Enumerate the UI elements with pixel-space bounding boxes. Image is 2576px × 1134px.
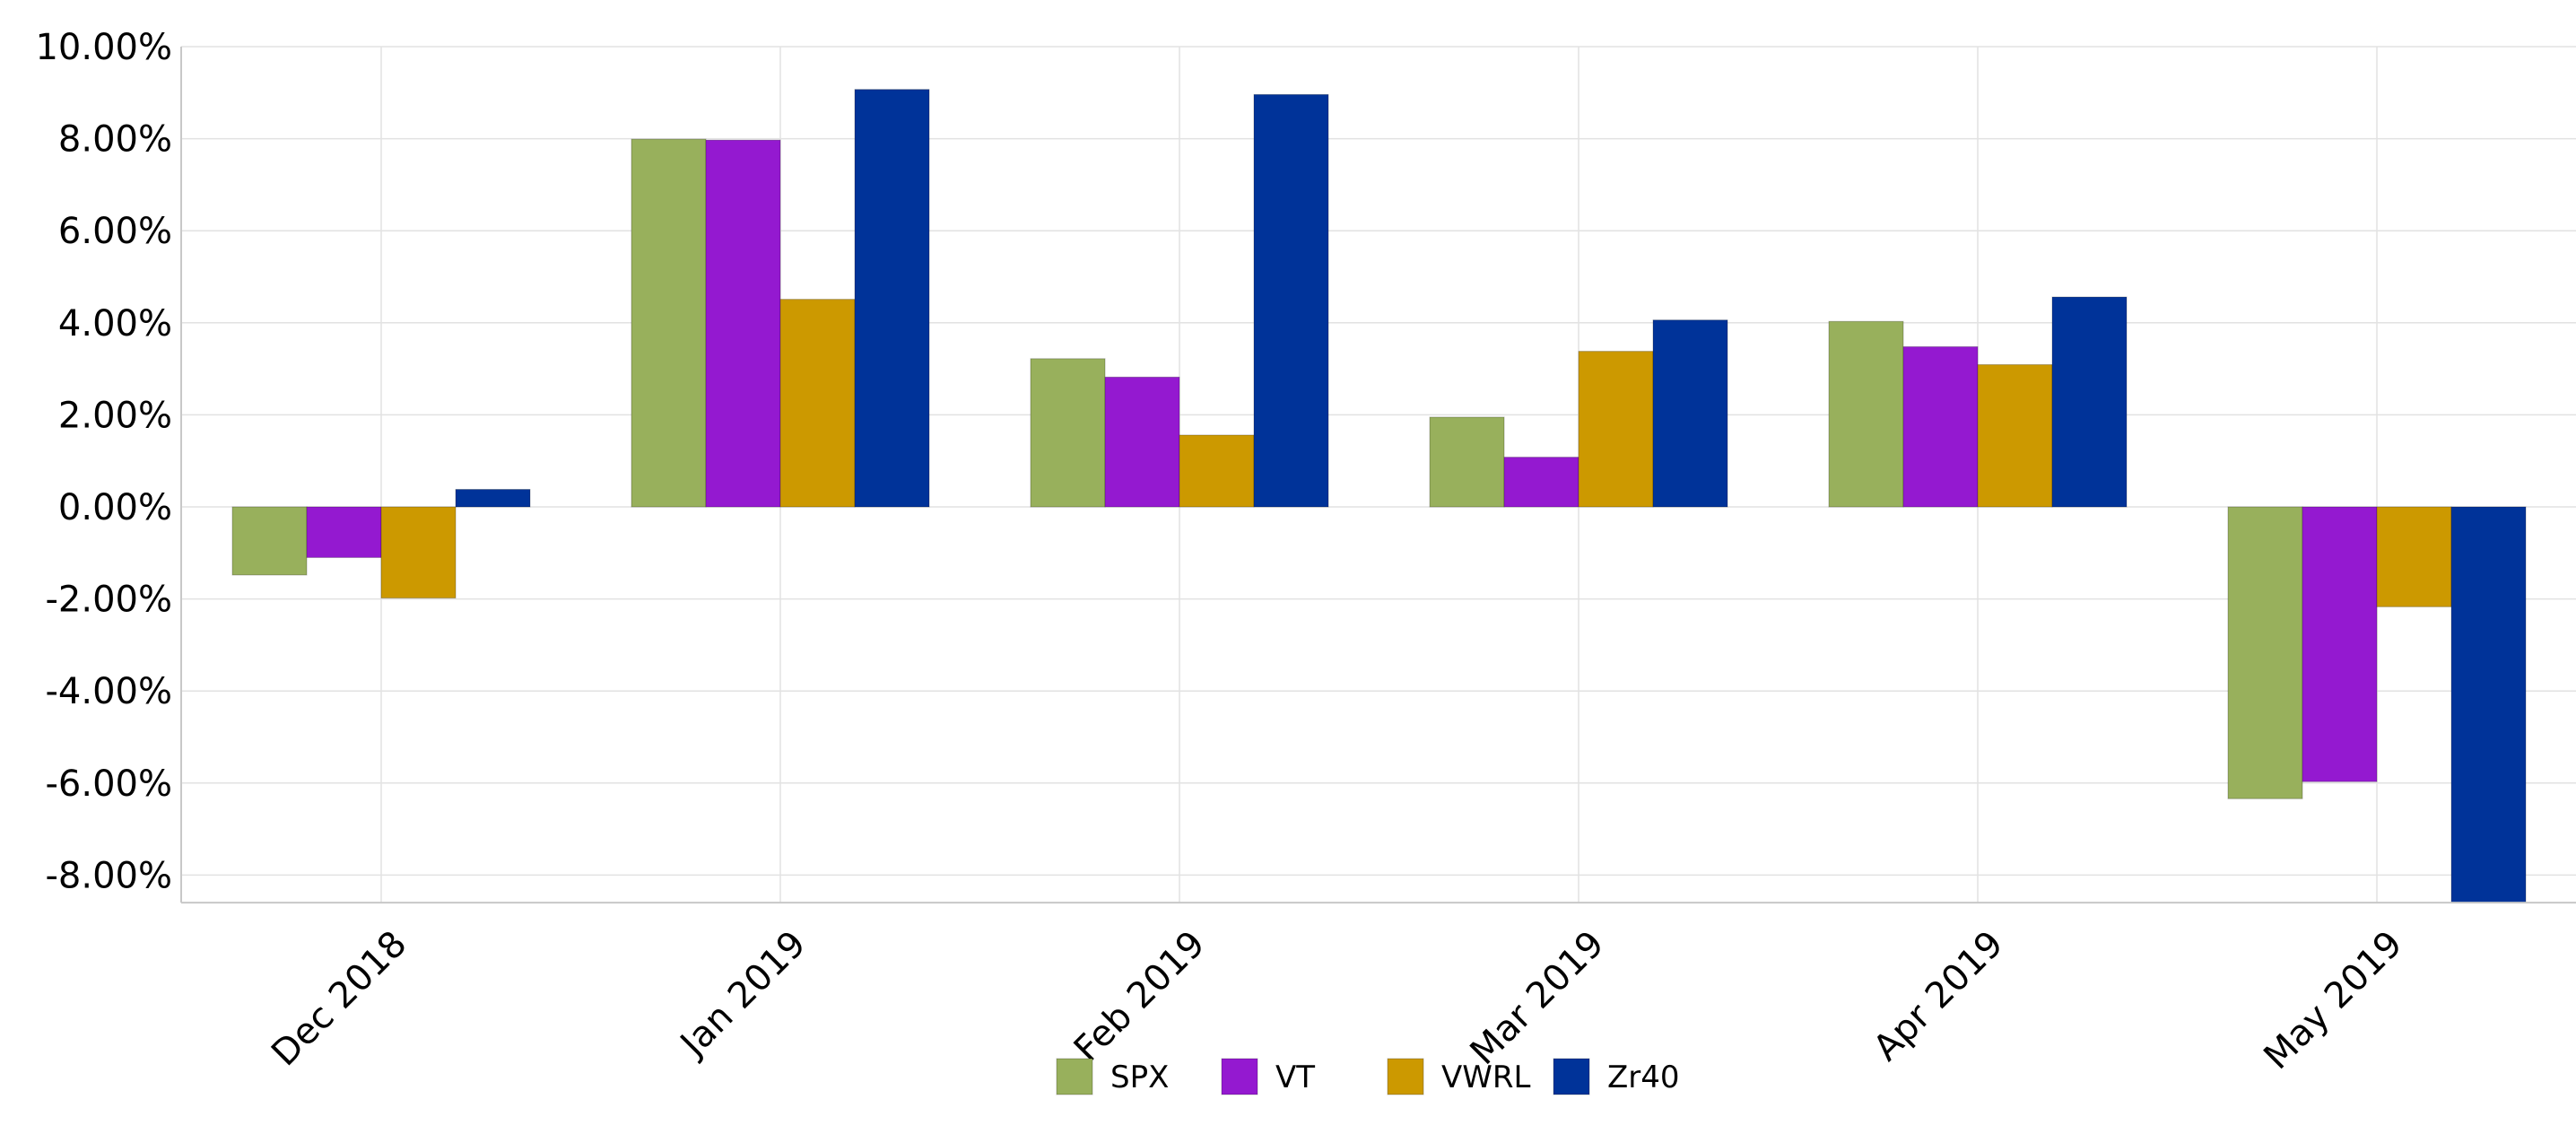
bar-spx-2 bbox=[1030, 358, 1106, 508]
bar-vt-2 bbox=[1104, 376, 1180, 508]
bar-vt-4 bbox=[1902, 345, 1979, 508]
bars bbox=[231, 89, 2527, 903]
legend-label-vt: VT bbox=[1275, 1060, 1315, 1095]
y-tick-label: 6.00% bbox=[58, 211, 172, 252]
bar-spx-1 bbox=[631, 138, 707, 508]
legend: SPX VT VWRL Zr40 bbox=[1056, 1058, 1680, 1095]
axes bbox=[180, 47, 2576, 904]
y-axis-ticks: 10.00% 8.00% 6.00% 4.00% 2.00% 0.00% -2.00% -4.… bbox=[35, 27, 172, 896]
x-tick-label: Mar 2019 bbox=[1463, 923, 1613, 1073]
bar-spx-3 bbox=[1429, 416, 1505, 508]
legend-swatch-vt bbox=[1221, 1058, 1258, 1095]
x-tick-label: May 2019 bbox=[2256, 923, 2410, 1077]
bar-vwrl-3 bbox=[1578, 351, 1654, 508]
legend-label-zr40: Zr40 bbox=[1607, 1060, 1680, 1095]
x-tick-label: Apr 2019 bbox=[1866, 923, 2011, 1069]
x-axis-ticks: Dec 2018 Jan 2019 Feb 2019 Mar 2019 Apr 2019… bbox=[264, 923, 2410, 1077]
bar-spx-0 bbox=[231, 506, 308, 576]
bar-vwrl-2 bbox=[1179, 434, 1255, 508]
bar-zr40-0 bbox=[455, 489, 531, 508]
x-tick-label: Dec 2018 bbox=[264, 923, 414, 1074]
bar-vwrl-1 bbox=[779, 299, 856, 508]
y-tick-label: 10.00% bbox=[35, 27, 172, 68]
legend-swatch-zr40 bbox=[1553, 1058, 1590, 1095]
bar-vwrl-5 bbox=[2376, 506, 2452, 607]
y-tick-label: -8.00% bbox=[45, 855, 172, 896]
y-tick-label: 0.00% bbox=[58, 487, 172, 528]
bar-vt-5 bbox=[2302, 506, 2378, 782]
x-tick-label: Jan 2019 bbox=[671, 923, 814, 1066]
y-tick-label: 8.00% bbox=[58, 119, 172, 161]
bar-spx-4 bbox=[1828, 320, 1904, 508]
bar-spx-5 bbox=[2227, 506, 2303, 799]
bar-zr40-3 bbox=[1652, 319, 1728, 508]
legend-swatch-vwrl bbox=[1387, 1058, 1424, 1095]
y-tick-label: -2.00% bbox=[45, 580, 172, 621]
bar-zr40-5 bbox=[2450, 506, 2527, 903]
bar-vt-3 bbox=[1503, 457, 1580, 508]
x-tick-label: Feb 2019 bbox=[1066, 923, 1214, 1070]
y-tick-label: 4.00% bbox=[58, 303, 172, 345]
y-tick-label: 2.00% bbox=[58, 395, 172, 436]
bar-vwrl-0 bbox=[380, 506, 457, 599]
bar-vt-0 bbox=[306, 506, 382, 558]
bar-zr40-4 bbox=[2051, 296, 2128, 508]
bar-zr40-1 bbox=[854, 89, 930, 508]
y-tick-label: -4.00% bbox=[45, 671, 172, 712]
legend-label-spx: SPX bbox=[1110, 1060, 1169, 1095]
gridlines bbox=[181, 46, 2576, 903]
bar-zr40-2 bbox=[1253, 93, 1329, 508]
bar-vwrl-4 bbox=[1977, 363, 2053, 508]
bar-vt-1 bbox=[705, 139, 781, 508]
y-tick-label: -6.00% bbox=[45, 763, 172, 805]
legend-label-vwrl: VWRL bbox=[1441, 1060, 1531, 1095]
legend-swatch-spx bbox=[1056, 1058, 1093, 1095]
